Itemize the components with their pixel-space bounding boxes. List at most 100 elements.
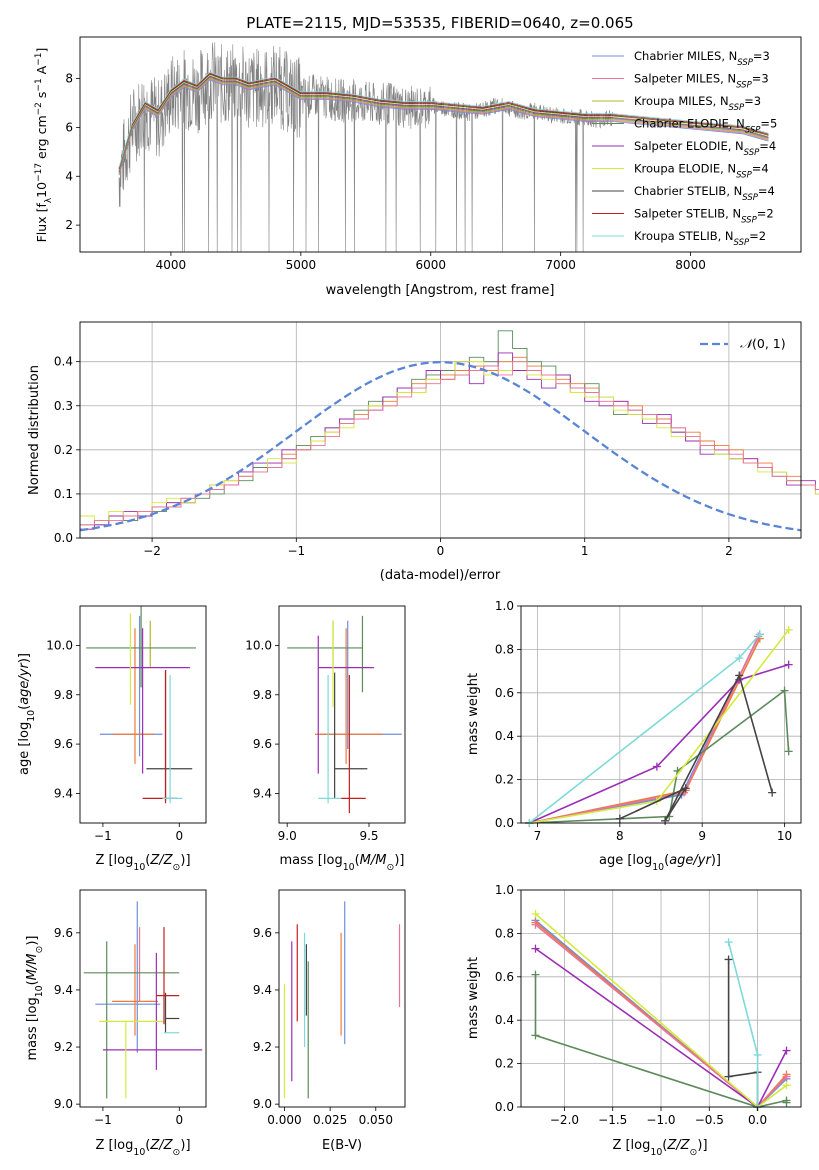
y-tick-label: 1.0 (495, 883, 514, 897)
errorbar-point (102, 952, 203, 1070)
age-vs-Z-axes: −1 0 9.4 9.6 9.8 10.0 (46, 605, 207, 843)
y-tick-label: 0.2 (54, 443, 73, 457)
x-tick-label: 9 (698, 829, 706, 843)
errorbar-point (334, 672, 368, 799)
x-axis-label: E(B-V) (322, 1138, 362, 1153)
y-tick-label: 9.6 (54, 737, 73, 751)
y-tick-label: 8 (65, 72, 73, 86)
x-axis-label: Z [log10(Z/Z⊙)] (95, 853, 190, 873)
y-tick-label: 9.4 (253, 983, 272, 997)
legend-entry: Chabrier MILES, NSSP=3 (634, 49, 770, 68)
weight-point-marker (724, 1072, 733, 1081)
chart-title: PLATE=2115, MJD=53535, FIBERID=0640, z=0… (246, 14, 633, 32)
x-tick-label: 9.0 (278, 829, 297, 843)
weight-vs-Z-axes: −2.0 −1.5 −1.0 −0.5 0.0 0.0 0.2 0.4 0.6 0.8 1.0 (495, 883, 802, 1127)
y-tick-label: 9.2 (54, 1040, 73, 1054)
y-tick-label: 9.6 (54, 926, 73, 940)
y-tick-label: 0.3 (54, 399, 73, 413)
y-tick-label: 0.0 (495, 1100, 514, 1114)
weight-point-marker (652, 762, 661, 771)
histogram-series (80, 361, 819, 526)
model-spectrum-line (118, 76, 769, 173)
x-axis-label: wavelength [Angstrom, rest frame] (326, 283, 555, 298)
weight-point-marker (531, 909, 540, 918)
weight-point-marker (784, 747, 793, 756)
x-axis-label: Z [log10(Z/Z⊙)] (95, 1138, 190, 1158)
model-spectrum-line (118, 79, 769, 176)
y-tick-label: 9.2 (253, 1040, 272, 1054)
y-tick-label: 0.4 (495, 729, 514, 743)
y-tick-label: 0.0 (54, 531, 73, 545)
errorbar-point (315, 628, 383, 764)
x-axis-label: Z [log10(Z/Z⊙)] (612, 1138, 707, 1158)
y-tick-label: 6 (65, 120, 73, 134)
weight-point-marker (531, 1031, 540, 1040)
y-axis-label: mass [log10(M/M⊙)] (25, 936, 45, 1061)
y-tick-label: 0.4 (495, 1013, 514, 1027)
spectrum-axes: 4000 5000 6000 7000 8000 2 4 6 8 Chabrier MILES, … (65, 36, 802, 272)
errorbar-point (341, 675, 366, 814)
weight-point-marker (753, 1050, 762, 1059)
y-tick-label: 0.2 (495, 1057, 514, 1071)
weight-point-marker (735, 671, 744, 680)
weight-point-marker (735, 654, 744, 663)
legend-entry: Kroupa ELODIE, NSSP=4 (634, 162, 769, 181)
x-tick-label: 0 (175, 829, 183, 843)
errorbar-point (99, 1020, 164, 1099)
y-tick-label: 9.4 (253, 786, 272, 800)
model-spectrum-line (118, 77, 769, 174)
model-spectrum-line (118, 78, 769, 175)
x-tick-label: 6000 (415, 258, 446, 272)
x-axis-label: (data-model)/error (380, 568, 501, 583)
weight-point-marker (724, 938, 733, 947)
x-axis-label: age [log10(age/yr)] (599, 853, 721, 873)
y-tick-label: 2 (65, 218, 73, 232)
weight-vs-age-axes: 7 8 9 10 0.0 0.2 0.4 0.6 0.8 1.0 (495, 599, 802, 843)
y-axis-label: Normed distribution (27, 365, 42, 495)
weight-point-marker (782, 1046, 791, 1055)
x-tick-label: 8 (616, 829, 624, 843)
errorbar-point (317, 635, 374, 774)
x-tick-label: 0.000 (267, 1113, 301, 1127)
errorbar-point (83, 941, 180, 1099)
x-tick-label: 0.0 (748, 1113, 767, 1127)
y-tick-label: 10.0 (245, 638, 272, 652)
weight-point-marker (661, 816, 670, 825)
y-tick-label: 9.4 (54, 983, 73, 997)
x-tick-label: −2.0 (550, 1113, 579, 1127)
x-tick-label: 0 (175, 1113, 183, 1127)
x-axis-label: mass [log10(M/M⊙)] (280, 853, 405, 873)
model-spectrum-line (118, 74, 769, 171)
y-tick-label: 1.0 (495, 599, 514, 613)
errorbar-point (95, 901, 161, 1053)
legend-entry: Kroupa STELIB, NSSP=2 (634, 229, 766, 248)
y-tick-label: 9.8 (253, 688, 272, 702)
x-tick-label: −1 (94, 829, 112, 843)
mass-vs-Z-axes: −1 0 9.0 9.2 9.4 9.6 (54, 889, 207, 1127)
axes-frame (520, 605, 802, 824)
errorbar-point (112, 628, 155, 764)
x-tick-label: −2 (143, 544, 161, 558)
y-tick-label: 4 (65, 169, 73, 183)
errorbar-point (162, 675, 183, 804)
weight-point-marker (724, 955, 733, 964)
weight-point-marker (755, 630, 764, 639)
weight-point-marker (615, 814, 624, 823)
weight-point-marker (531, 970, 540, 979)
mass-vs-ebv-axes: 0.000 0.025 0.050 9.0 9.2 9.4 9.6 (253, 889, 406, 1127)
y-tick-label: 9.0 (54, 1097, 73, 1111)
y-tick-label: 0.1 (54, 487, 73, 501)
model-spectrum-line (118, 72, 769, 169)
x-tick-label: −0.5 (695, 1113, 724, 1127)
errorbar-point (95, 628, 190, 774)
y-tick-label: 0.6 (495, 970, 514, 984)
x-tick-label: 1 (581, 544, 589, 558)
axes-frame (278, 889, 406, 1108)
gaussian-curve (79, 360, 802, 532)
weight-point-marker (784, 660, 793, 669)
residual-axes: −2 −1 0 1 2 0.0 0.1 0.2 0.3 0.4 𝒩(0, 1) (54, 321, 819, 558)
x-tick-label: 5000 (286, 258, 317, 272)
weight-series-line (528, 663, 789, 824)
legend-entry: Chabrier ELODIE, NSSP=5 (634, 117, 777, 136)
